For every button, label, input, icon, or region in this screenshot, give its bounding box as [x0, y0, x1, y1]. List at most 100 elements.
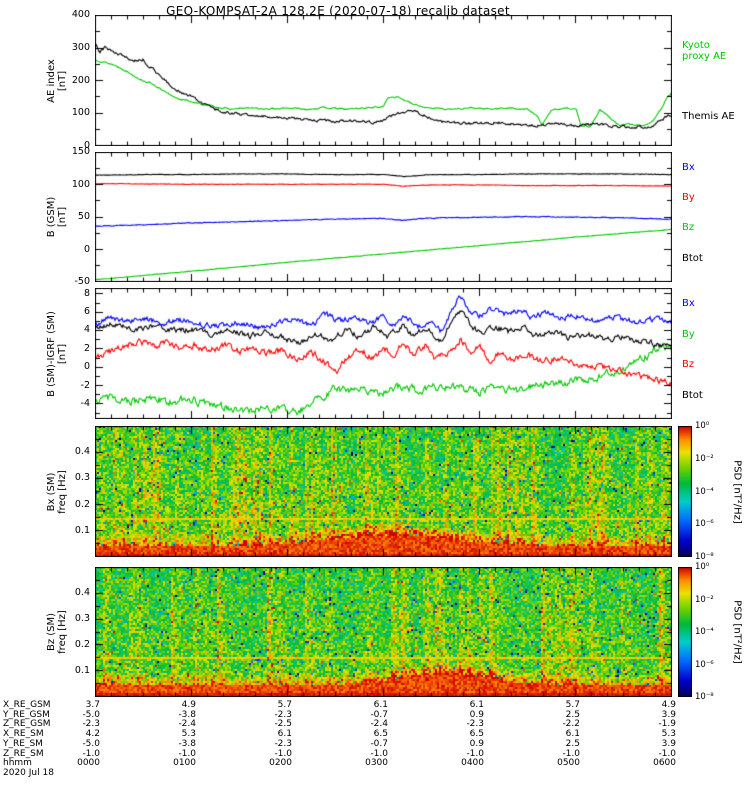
coordinate-value: 0.9 — [469, 738, 484, 749]
colorbar-tick-label: 10⁰ — [695, 421, 710, 431]
legend-label-btot: Btot — [682, 253, 703, 265]
colorbar-tick-label: 10⁻⁴ — [695, 486, 714, 497]
coordinate-value: 6.1 — [565, 729, 580, 740]
coordinate-value: -2.3 — [274, 738, 292, 749]
x-axis-row-label: X_RE_GSM — [3, 700, 51, 710]
bz-spectrogram-canvas — [95, 567, 672, 697]
y-axis-label: Bz (SM) freq [Hz] — [46, 610, 68, 654]
bx-spectrogram-canvas — [95, 426, 672, 557]
y-tick-label: 0.2 — [74, 498, 90, 510]
y-tick-label: 0.2 — [74, 639, 90, 650]
x-axis-row-label: X_RE_SM — [3, 729, 44, 740]
y-tick-label: 4 — [83, 324, 90, 336]
coordinate-value: -2.4 — [370, 719, 388, 730]
x-axis-row-label: Z_RE_SM — [3, 748, 44, 759]
legend-label-by: By — [682, 328, 695, 340]
coordinate-value: 0500 — [557, 758, 580, 769]
coordinate-value: 0200 — [269, 758, 292, 769]
coordinate-value: 5.3 — [661, 729, 676, 740]
coordinate-value: 6.5 — [469, 729, 484, 740]
coordinate-value: -1.0 — [658, 748, 676, 759]
ae-index-panel-canvas — [95, 15, 672, 146]
colorbar-tick-label: 10⁻² — [695, 453, 714, 464]
coordinate-value: 6.5 — [373, 729, 388, 740]
coordinate-value: 0300 — [365, 758, 388, 769]
y-tick-label: 8 — [83, 287, 90, 299]
y-tick-label: 6 — [83, 305, 90, 317]
coordinate-value: -1.0 — [370, 748, 388, 759]
colorbar-tick-label: 10⁻⁶ — [695, 519, 714, 530]
y-axis-label: B (SM)-IGRF (SM) [nT] — [46, 310, 68, 397]
coordinate-value: 0000 — [77, 758, 100, 769]
coordinate-value: 3.9 — [661, 709, 676, 720]
coordinate-value: 3.7 — [85, 700, 100, 710]
y-axis-label: B (GSM) [nT] — [46, 196, 68, 238]
y-tick-label: 0 — [83, 361, 90, 373]
coordinate-value: 0600 — [653, 758, 676, 769]
legend-label-btot: Btot — [682, 390, 703, 402]
legend-label-kyoto-proxyae: Kyoto proxy AE — [682, 39, 727, 62]
coordinate-value: -0.7 — [370, 709, 388, 720]
y-tick-label: 0.4 — [74, 587, 90, 598]
legend-label-by: By — [682, 192, 695, 204]
coordinate-value: -0.7 — [370, 738, 388, 749]
coordinate-value: -1.0 — [466, 748, 484, 759]
psd-axis-label: PSD [nT²/Hz] — [731, 600, 743, 664]
y-tick-label: 0.3 — [74, 472, 90, 484]
x-axis-row-label: hhmm — [3, 758, 32, 769]
y-tick-label: 50 — [77, 211, 90, 222]
coordinate-value: -5.0 — [82, 738, 100, 749]
coordinate-value: 5.7 — [277, 700, 292, 710]
coordinate-value: -1.0 — [562, 748, 580, 759]
coordinate-value: -3.8 — [178, 738, 196, 749]
b-gsm-panel-canvas — [95, 152, 672, 282]
coordinate-value: 6.1 — [277, 729, 292, 740]
colorbar-tick-label: 10⁰ — [695, 562, 710, 572]
y-axis-label: AE index [nT] — [46, 58, 68, 103]
coordinate-value: 4.2 — [85, 729, 100, 740]
y-tick-label: 0.1 — [74, 665, 90, 676]
colorbar-tick-label: 10⁻⁴ — [695, 627, 714, 637]
y-tick-label: -50 — [74, 276, 90, 287]
y-tick-label: 300 — [71, 41, 90, 53]
y-tick-label: 0.4 — [74, 446, 90, 458]
b-sm-igrf-panel-canvas — [95, 288, 672, 419]
coordinate-value: 2.5 — [565, 738, 580, 749]
coordinate-value: 4.9 — [661, 700, 676, 710]
coordinate-value: 0.9 — [469, 709, 484, 720]
figure-title: GEO-KOMPSAT-2A 128.2E (2020-07-18) recal… — [166, 4, 510, 18]
coordinate-value: 6.1 — [373, 700, 388, 710]
psd-colorbar — [678, 426, 692, 557]
y-tick-label: 150 — [71, 146, 90, 157]
coordinate-value: 0100 — [173, 758, 196, 769]
coordinate-value: -3.8 — [178, 709, 196, 720]
coordinate-value: 0400 — [461, 758, 484, 769]
coordinate-value: 4.9 — [181, 700, 196, 710]
y-tick-label: 2 — [83, 342, 90, 354]
x-axis-row-label: Z_RE_GSM — [3, 719, 51, 730]
coordinate-value: -1.0 — [178, 748, 196, 759]
x-axis-row-label: Y_RE_SM — [3, 738, 43, 749]
legend-label-bz: Bz — [682, 222, 695, 234]
coordinate-value: -2.3 — [274, 709, 292, 720]
coordinate-value: -2.5 — [274, 719, 292, 730]
coordinate-value: 2.5 — [565, 709, 580, 720]
coordinate-value: -2.3 — [82, 719, 100, 730]
coordinate-value: 5.3 — [181, 729, 196, 740]
colorbar-tick-label: 10⁻² — [695, 594, 714, 605]
legend-label-themisae: Themis AE — [682, 110, 735, 122]
coordinate-value: 6.1 — [469, 700, 484, 710]
colorbar-tick-label: 10⁻⁸ — [695, 692, 714, 702]
coordinate-value: -2.2 — [562, 719, 580, 730]
x-axis-row-label: Y_RE_GSM — [3, 709, 50, 720]
colorbar-tick-label: 10⁻⁸ — [695, 552, 714, 562]
y-tick-label: 0.3 — [74, 613, 90, 624]
y-tick-label: 400 — [71, 9, 90, 20]
legend-label-bx: Bx — [682, 298, 695, 310]
legend-label-bz: Bz — [682, 358, 695, 370]
coordinate-value: -2.4 — [178, 719, 196, 730]
coordinate-value: -2.3 — [466, 719, 484, 730]
coordinate-value: -1.0 — [274, 748, 292, 759]
y-tick-label: -4 — [80, 398, 90, 410]
